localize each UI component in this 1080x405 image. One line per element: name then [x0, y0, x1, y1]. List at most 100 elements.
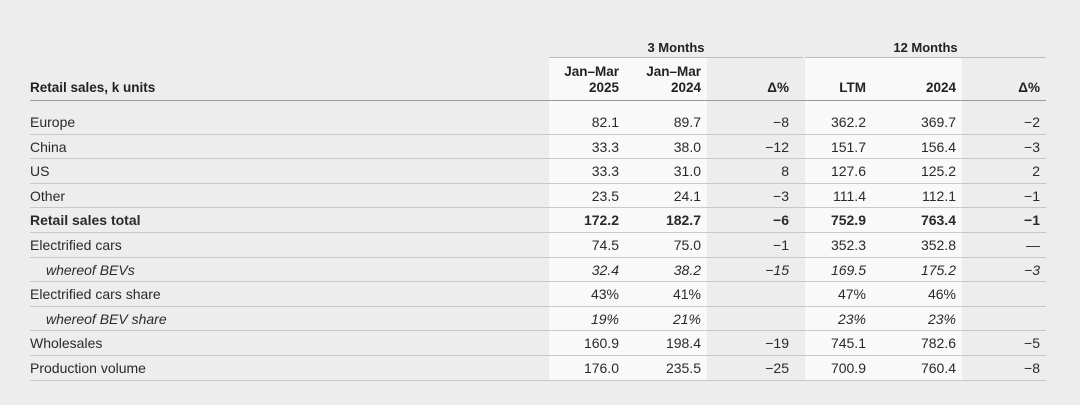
cell-jan-mar-2024: 75.0: [673, 237, 701, 253]
cell-delta-3m: −8: [773, 114, 789, 130]
row-label: Other: [30, 187, 66, 204]
row-label: whereof BEV share: [46, 310, 167, 327]
cell-delta-3m: −15: [765, 261, 789, 278]
column-header-jan-mar-2024: Jan–Mar 2024: [646, 64, 701, 95]
cell-jan-mar-2025: 33.3: [591, 138, 619, 155]
cell-ltm: 169.5: [830, 261, 866, 278]
highlight-column-jan-mar-2024: [625, 58, 707, 380]
cell-delta-12m: −1: [1024, 212, 1040, 229]
cell-jan-mar-2024: 24.1: [673, 187, 701, 204]
cell-jan-mar-2024: 198.4: [665, 335, 701, 352]
table-row: Electrified cars 74.5 75.0 −1 352.3 352.8 —: [30, 233, 1046, 258]
cell-ltm: 352.3: [830, 237, 866, 253]
cell-ltm: 700.9: [830, 360, 866, 376]
cell-delta-12m: −8: [1024, 360, 1040, 376]
header-divider: [30, 100, 1046, 101]
cell-jan-mar-2024: 41%: [672, 286, 701, 303]
cell-delta-3m: −19: [765, 335, 789, 352]
cell-2024: 156.4: [920, 138, 956, 155]
cell-2024: 760.4: [920, 360, 956, 376]
cell-jan-mar-2025: 33.3: [591, 163, 619, 180]
column-header-delta-12m: Δ%: [1018, 80, 1040, 95]
cell-delta-3m: −25: [765, 360, 789, 376]
table-row: Electrified cars share 43% 41% 47% 46%: [30, 282, 1046, 307]
row-label: US: [30, 163, 50, 180]
row-label: Production volume: [30, 360, 146, 376]
table-row: whereof BEVs 32.4 38.2 −15 169.5 175.2 −3: [30, 258, 1046, 283]
cell-jan-mar-2024: 89.7: [673, 114, 701, 130]
row-label: Europe: [30, 114, 76, 130]
cell-2024: 112.1: [922, 187, 956, 204]
group-underline-12-months: [805, 57, 1046, 58]
table-row: Wholesales 160.9 198.4 −19 745.1 782.6 −5: [30, 331, 1046, 356]
cell-2024: 763.4: [920, 212, 956, 229]
cell-delta-12m: −3: [1024, 138, 1040, 155]
cell-jan-mar-2025: 74.5: [591, 237, 619, 253]
cell-ltm: 23%: [837, 310, 866, 327]
row-divider: [30, 182, 1046, 184]
row-divider: [30, 231, 1046, 233]
cell-ltm: 127.6: [830, 163, 866, 180]
row-label: China: [30, 138, 67, 155]
row-divider: [30, 256, 1046, 258]
cell-delta-3m: −1: [773, 237, 789, 253]
highlight-column-ltm: [805, 58, 872, 380]
row-divider: [30, 379, 1046, 381]
column-header-jan-mar-2025: Jan–Mar 2025: [564, 64, 619, 95]
row-divider: [30, 305, 1046, 307]
row-header-label: Retail sales, k units: [30, 80, 156, 95]
table-row: Production volume 176.0 235.5 −25 700.9 760.4…: [30, 356, 1046, 381]
row-divider: [30, 207, 1046, 209]
cell-jan-mar-2024: 182.7: [665, 212, 701, 229]
row-label: Retail sales total: [30, 212, 141, 229]
cell-ltm: 745.1: [830, 335, 866, 352]
cell-jan-mar-2025: 43%: [590, 286, 619, 303]
cell-2024: 352.8: [920, 237, 956, 253]
cell-jan-mar-2025: 19%: [590, 310, 619, 327]
cell-delta-12m: −5: [1024, 335, 1040, 352]
table-row: China 33.3 38.0 −12 151.7 156.4 −3: [30, 135, 1046, 160]
cell-ltm: 47%: [837, 286, 866, 303]
table-row: whereof BEV share 19% 21% 23% 23%: [30, 307, 1046, 332]
table-row: Other 23.5 24.1 −3 111.4 112.1 −1: [30, 184, 1046, 209]
row-divider: [30, 158, 1046, 160]
group-underline-3-months: [549, 57, 803, 58]
row-divider: [30, 330, 1046, 332]
row-label: Wholesales: [30, 335, 103, 352]
cell-delta-3m: −12: [765, 138, 789, 155]
cell-jan-mar-2024: 21%: [672, 310, 701, 327]
cell-jan-mar-2025: 82.1: [591, 114, 619, 130]
column-header-ltm: LTM: [839, 80, 866, 95]
table-row: Europe 82.1 89.7 −8 362.2 369.7 −2: [30, 110, 1046, 135]
cell-jan-mar-2025: 172.2: [583, 212, 619, 229]
cell-jan-mar-2025: 160.9: [583, 335, 619, 352]
cell-ltm: 151.7: [830, 138, 866, 155]
cell-jan-mar-2024: 38.0: [673, 138, 701, 155]
highlight-column-jan-mar-2025: [549, 58, 625, 380]
cell-jan-mar-2024: 38.2: [673, 261, 701, 278]
cell-2024: 175.2: [920, 261, 956, 278]
cell-ltm: 111.4: [833, 187, 866, 204]
cell-jan-mar-2025: 176.0: [583, 360, 619, 376]
cell-2024: 369.7: [920, 114, 956, 130]
row-divider: [30, 281, 1046, 283]
cell-delta-3m: −6: [773, 212, 789, 229]
table-row: US 33.3 31.0 8 127.6 125.2 2: [30, 159, 1046, 184]
cell-jan-mar-2024: 31.0: [673, 163, 701, 180]
cell-delta-3m: −3: [773, 187, 789, 204]
row-divider: [30, 133, 1046, 135]
group-header-12-months: 12 Months: [893, 40, 958, 55]
row-divider: [30, 354, 1046, 356]
cell-delta-12m: 2: [1032, 163, 1040, 180]
highlight-column-2024: [872, 58, 962, 380]
group-header-3-months: 3 Months: [647, 40, 705, 55]
cell-delta-12m: −2: [1024, 114, 1040, 130]
cell-jan-mar-2025: 32.4: [591, 261, 619, 278]
cell-delta-12m: −3: [1024, 261, 1040, 278]
cell-delta-12m: —: [1026, 237, 1040, 253]
cell-delta-3m: 8: [781, 163, 789, 180]
row-label: Electrified cars: [30, 237, 122, 253]
cell-2024: 125.2: [920, 163, 956, 180]
cell-delta-12m: −1: [1024, 187, 1040, 204]
cell-2024: 23%: [927, 310, 956, 327]
